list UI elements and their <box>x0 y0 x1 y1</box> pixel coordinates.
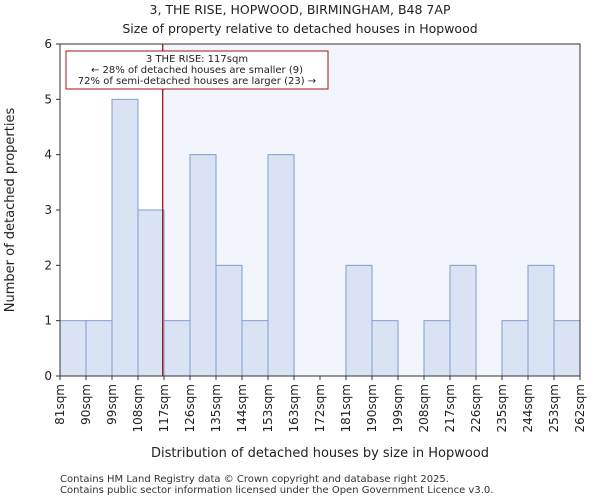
x-tick-label: 208sqm <box>417 384 431 432</box>
x-tick-label: 262sqm <box>573 384 587 432</box>
footer-line-1: Contains HM Land Registry data © Crown c… <box>60 474 449 485</box>
bar-217sqm <box>449 264 477 377</box>
x-tick-label: 144sqm <box>235 384 249 432</box>
y-tick-label: 4 <box>44 148 52 162</box>
x-tick-label: 90sqm <box>79 384 93 425</box>
bar-90sqm <box>85 320 113 377</box>
x-tick-label: 135sqm <box>209 384 223 432</box>
x-axis-label: Distribution of detached houses by size … <box>151 446 489 461</box>
bar-253sqm <box>553 320 581 377</box>
x-tick-label: 199sqm <box>391 384 405 432</box>
bar-81sqm <box>59 320 87 377</box>
bar-244sqm <box>527 264 555 377</box>
bar-144sqm <box>241 320 269 377</box>
bar-99sqm <box>111 98 139 377</box>
annotation-border <box>65 50 329 90</box>
y-tick-label: 1 <box>44 314 52 328</box>
annotation-line-3: 72% of semi-detached houses are larger (… <box>78 76 316 87</box>
x-tick-label: 190sqm <box>365 384 379 432</box>
y-tick-label: 5 <box>44 92 52 106</box>
annotation-line-2: ← 28% of detached houses are smaller (9) <box>91 65 303 76</box>
y-tick-label: 0 <box>44 369 52 383</box>
x-tick-label: 153sqm <box>261 384 275 432</box>
x-tick-label: 244sqm <box>521 384 535 432</box>
x-tick-label: 81sqm <box>53 384 67 425</box>
x-tick-label: 217sqm <box>443 384 457 432</box>
annotation-line-1: 3 THE RISE: 117sqm <box>146 54 248 65</box>
bar-208sqm <box>423 320 451 377</box>
x-tick-label: 126sqm <box>183 384 197 432</box>
x-tick-label: 108sqm <box>131 384 145 432</box>
bar-117sqm <box>163 320 191 377</box>
x-tick-label: 172sqm <box>313 384 327 432</box>
footer-line-2: Contains public sector information licen… <box>60 485 494 496</box>
y-axis-label: Number of detached properties <box>3 108 18 313</box>
bar-108sqm <box>137 209 165 377</box>
chart-subtitle: Size of property relative to detached ho… <box>122 21 478 36</box>
annotation-box: 3 THE RISE: 117sqm ← 28% of detached hou… <box>65 50 329 90</box>
bar-181sqm <box>345 264 373 377</box>
y-tick-label: 2 <box>44 258 52 272</box>
x-tick-label: 117sqm <box>157 384 171 432</box>
x-tick-label: 181sqm <box>339 384 353 432</box>
y-tick-label: 6 <box>44 37 52 51</box>
x-tick-label: 235sqm <box>495 384 509 432</box>
chart-title: 3, THE RISE, HOPWOOD, BIRMINGHAM, B48 7A… <box>149 2 451 17</box>
x-tick-label: 163sqm <box>287 384 301 432</box>
bar-153sqm <box>267 154 295 377</box>
x-tick-label: 253sqm <box>547 384 561 432</box>
bar-235sqm <box>501 320 529 377</box>
x-tick-label: 226sqm <box>469 384 483 432</box>
bar-126sqm <box>189 154 217 377</box>
x-tick-label: 99sqm <box>105 384 119 425</box>
histogram-chart: 0 1 2 3 4 5 6 81sqm 90sqm 99sqm 108sqm 117sqm 126sq… <box>3 37 587 461</box>
bar-135sqm <box>215 264 243 377</box>
bar-190sqm <box>371 320 399 377</box>
y-tick-label: 3 <box>44 203 52 217</box>
